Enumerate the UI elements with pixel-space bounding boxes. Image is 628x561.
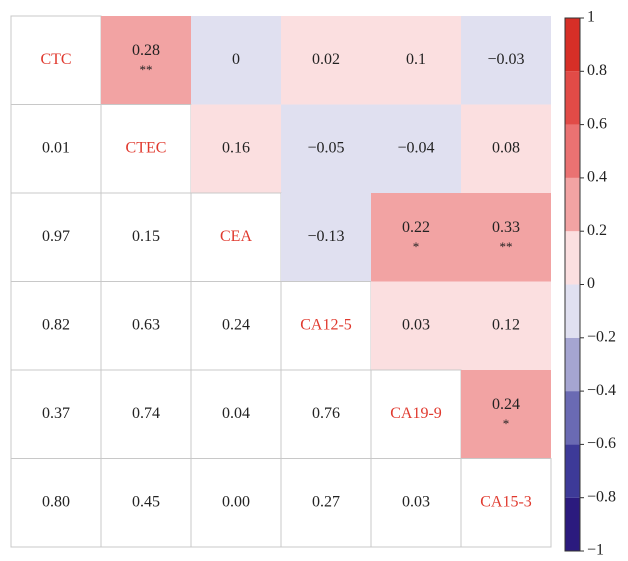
- cell-border: [460, 458, 552, 548]
- p-value: 0.37: [42, 405, 70, 422]
- cell-value: −0.13: [307, 228, 344, 245]
- cell-border: [190, 281, 282, 371]
- cell-value: 0.16: [222, 139, 250, 156]
- cell-border: [100, 369, 192, 459]
- cell-border: [10, 458, 102, 548]
- heatmap-cell: [371, 193, 461, 282]
- p-value: 0.63: [132, 316, 160, 333]
- significance-stars: **: [140, 62, 153, 77]
- heatmap-cell: [281, 193, 371, 282]
- colorbar-bin: [565, 177, 580, 232]
- colorbar-bin: [565, 284, 580, 338]
- cell-border: [100, 458, 192, 548]
- colorbar-tick-label: −0.8: [587, 488, 616, 505]
- colorbar-bin: [565, 337, 580, 392]
- colorbar-bin: [565, 18, 580, 72]
- colorbar-bin: [565, 124, 580, 178]
- colorbar-tick-label: 0.8: [587, 62, 607, 79]
- cell-value: 0.03: [402, 316, 430, 333]
- heatmap-cell: [191, 104, 281, 193]
- colorbar-bin: [565, 71, 580, 125]
- cell-value: 0.33: [492, 219, 520, 236]
- cell-value: −0.04: [397, 139, 434, 156]
- cell-border: [370, 458, 462, 548]
- cell-border: [10, 369, 102, 459]
- heatmap-cell: [461, 193, 551, 282]
- cell-border: [10, 281, 102, 371]
- p-value: 0.04: [222, 405, 250, 422]
- cell-border: [370, 369, 462, 459]
- colorbar-bin: [565, 231, 580, 285]
- heatmap-cell: [371, 104, 461, 193]
- heatmap-cell: [281, 104, 371, 193]
- cell-border: [10, 192, 102, 282]
- cell-border: [190, 458, 282, 548]
- colorbar-bin: [565, 444, 580, 498]
- heatmap-cell: [371, 281, 461, 370]
- p-value: 0.97: [42, 228, 70, 245]
- cell-border: [190, 369, 282, 459]
- cell-value: 0: [232, 51, 240, 68]
- colorbar-tick-label: −0.6: [587, 435, 616, 452]
- cell-value: 0.24: [492, 396, 520, 413]
- cell-value: 0.22: [402, 219, 430, 236]
- colorbar-tick-label: 1: [587, 9, 595, 26]
- variable-label: CTEC: [126, 139, 167, 156]
- cell-border: [280, 369, 372, 459]
- variable-label: CEA: [220, 228, 252, 245]
- variable-label: CA19-9: [390, 405, 442, 422]
- p-value: 0.24: [222, 316, 250, 333]
- significance-stars: *: [413, 239, 420, 254]
- heatmap-cell: [191, 16, 281, 105]
- p-value: 0.76: [312, 405, 340, 422]
- colorbar-bin: [565, 391, 580, 445]
- cell-value: 0.02: [312, 51, 340, 68]
- colorbar-tick-label: 0.6: [587, 115, 607, 132]
- cell-border: [100, 104, 192, 194]
- cell-border: [10, 15, 102, 105]
- p-value: 0.74: [132, 405, 160, 422]
- colorbar-tick-label: 0.4: [587, 169, 607, 186]
- p-value: 0.45: [132, 493, 160, 510]
- heatmap-cell: [371, 16, 461, 105]
- heatmap-cell: [461, 281, 551, 370]
- p-value: 0.27: [312, 493, 340, 510]
- heatmap-cell: [461, 370, 551, 459]
- variable-label: CTC: [40, 51, 71, 68]
- colorbar-tick-label: 0.2: [587, 222, 607, 239]
- colorbar-bin: [565, 497, 580, 551]
- cell-border: [100, 281, 192, 371]
- colorbar-tick-label: −1: [587, 542, 604, 559]
- cell-value: 0.12: [492, 316, 520, 333]
- heatmap-cell: [101, 16, 191, 105]
- cell-border: [10, 104, 102, 194]
- variable-label: CA12-5: [300, 316, 352, 333]
- p-value: 0.01: [42, 139, 70, 156]
- heatmap-cell: [281, 16, 371, 105]
- significance-stars: **: [500, 239, 513, 254]
- p-value: 0.03: [402, 493, 430, 510]
- cell-value: −0.03: [487, 51, 524, 68]
- colorbar-tick-label: −0.4: [587, 382, 616, 399]
- colorbar-tick-label: −0.2: [587, 328, 616, 345]
- cell-value: −0.05: [307, 139, 344, 156]
- cell-value: 0.1: [406, 51, 426, 68]
- heatmap-cell: [461, 16, 551, 105]
- p-value: 0.80: [42, 493, 70, 510]
- significance-stars: *: [503, 416, 510, 431]
- cell-value: 0.28: [132, 42, 160, 59]
- colorbar-tick-label: 0: [587, 275, 595, 292]
- cell-border: [190, 192, 282, 282]
- p-value: 0.82: [42, 316, 70, 333]
- p-value: 0.00: [222, 493, 250, 510]
- variable-label: CA15-3: [480, 493, 532, 510]
- cell-value: 0.08: [492, 139, 520, 156]
- p-value: 0.15: [132, 228, 160, 245]
- cell-border: [280, 458, 372, 548]
- heatmap-cell: [461, 104, 551, 193]
